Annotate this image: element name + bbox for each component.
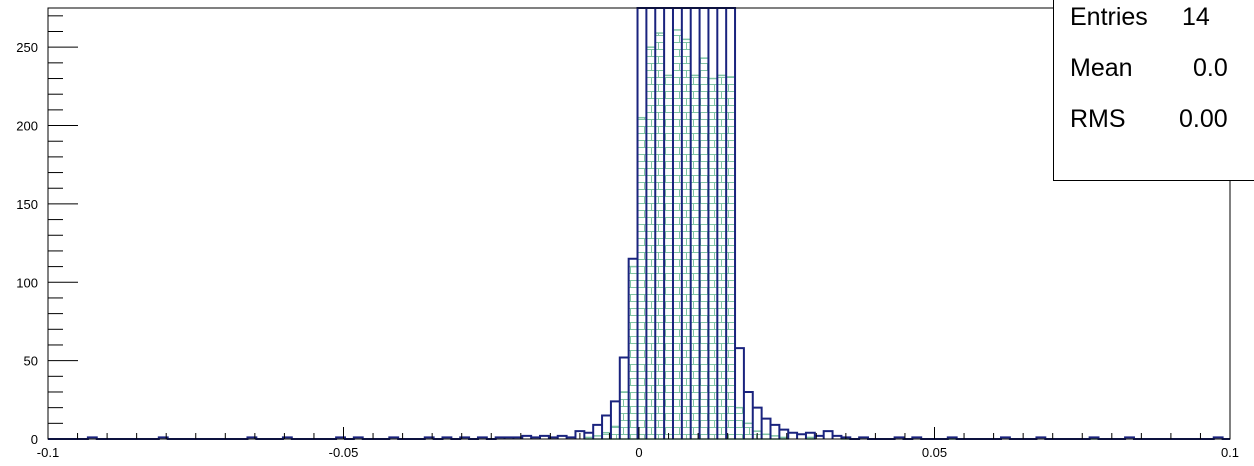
- stats-mean-row: Mean 0.0: [1070, 54, 1228, 83]
- x-tick-label: -0.1: [37, 445, 59, 460]
- hatched-histogram-bin-8: [654, 32, 665, 440]
- x-tick-label: 0.05: [922, 445, 947, 460]
- x-tick-label: 0.1: [1221, 445, 1239, 460]
- stats-rms-value: 0.00: [1179, 105, 1228, 133]
- hatched-histogram-bin-15: [716, 74, 727, 440]
- hatched-histogram-bin-20: [760, 433, 772, 440]
- y-tick-label: 0: [31, 432, 38, 447]
- stats-entries-row: Entries 14: [1070, 3, 1210, 32]
- hatched-histogram-bin-11: [681, 38, 692, 440]
- hatched-histogram-bin-13: [698, 57, 710, 440]
- statistics-box: Entries 14 Mean 0.0 RMS 0.00: [1053, 0, 1254, 181]
- hatched-histogram-bin-18: [743, 422, 754, 440]
- hatched-histogram-bin-10: [672, 29, 683, 440]
- x-tick-label: 0: [635, 445, 642, 460]
- hatched-histogram-bin-9: [663, 74, 674, 440]
- hatched-histogram-bin-14: [707, 77, 719, 440]
- stats-mean-label: Mean: [1070, 54, 1133, 82]
- y-tick-label: 150: [16, 197, 38, 212]
- stats-entries-label: Entries: [1070, 3, 1148, 31]
- y-tick-label: 250: [16, 40, 38, 55]
- hatched-histogram-bin-3: [610, 425, 621, 440]
- y-tick-label: 200: [16, 119, 38, 134]
- hatched-histogram-bin-17: [734, 406, 745, 440]
- stats-rms-label: RMS: [1070, 105, 1126, 133]
- y-tick-label: 100: [16, 275, 38, 290]
- stats-entries-value: 14: [1182, 3, 1210, 31]
- hatched-histogram-bin-4: [619, 391, 630, 440]
- hatched-histogram-bin-7: [645, 46, 657, 440]
- hatched-histogram-bin-16: [725, 76, 736, 440]
- y-tick-label: 50: [24, 354, 38, 369]
- stats-rms-row: RMS 0.00: [1070, 105, 1228, 134]
- hatched-histogram-bin-12: [689, 74, 701, 440]
- x-tick-label: -0.05: [329, 445, 359, 460]
- hatched-histogram-bin-6: [636, 116, 648, 440]
- hatched-histogram-bin-5: [627, 265, 639, 440]
- stats-mean-value: 0.0: [1193, 54, 1228, 82]
